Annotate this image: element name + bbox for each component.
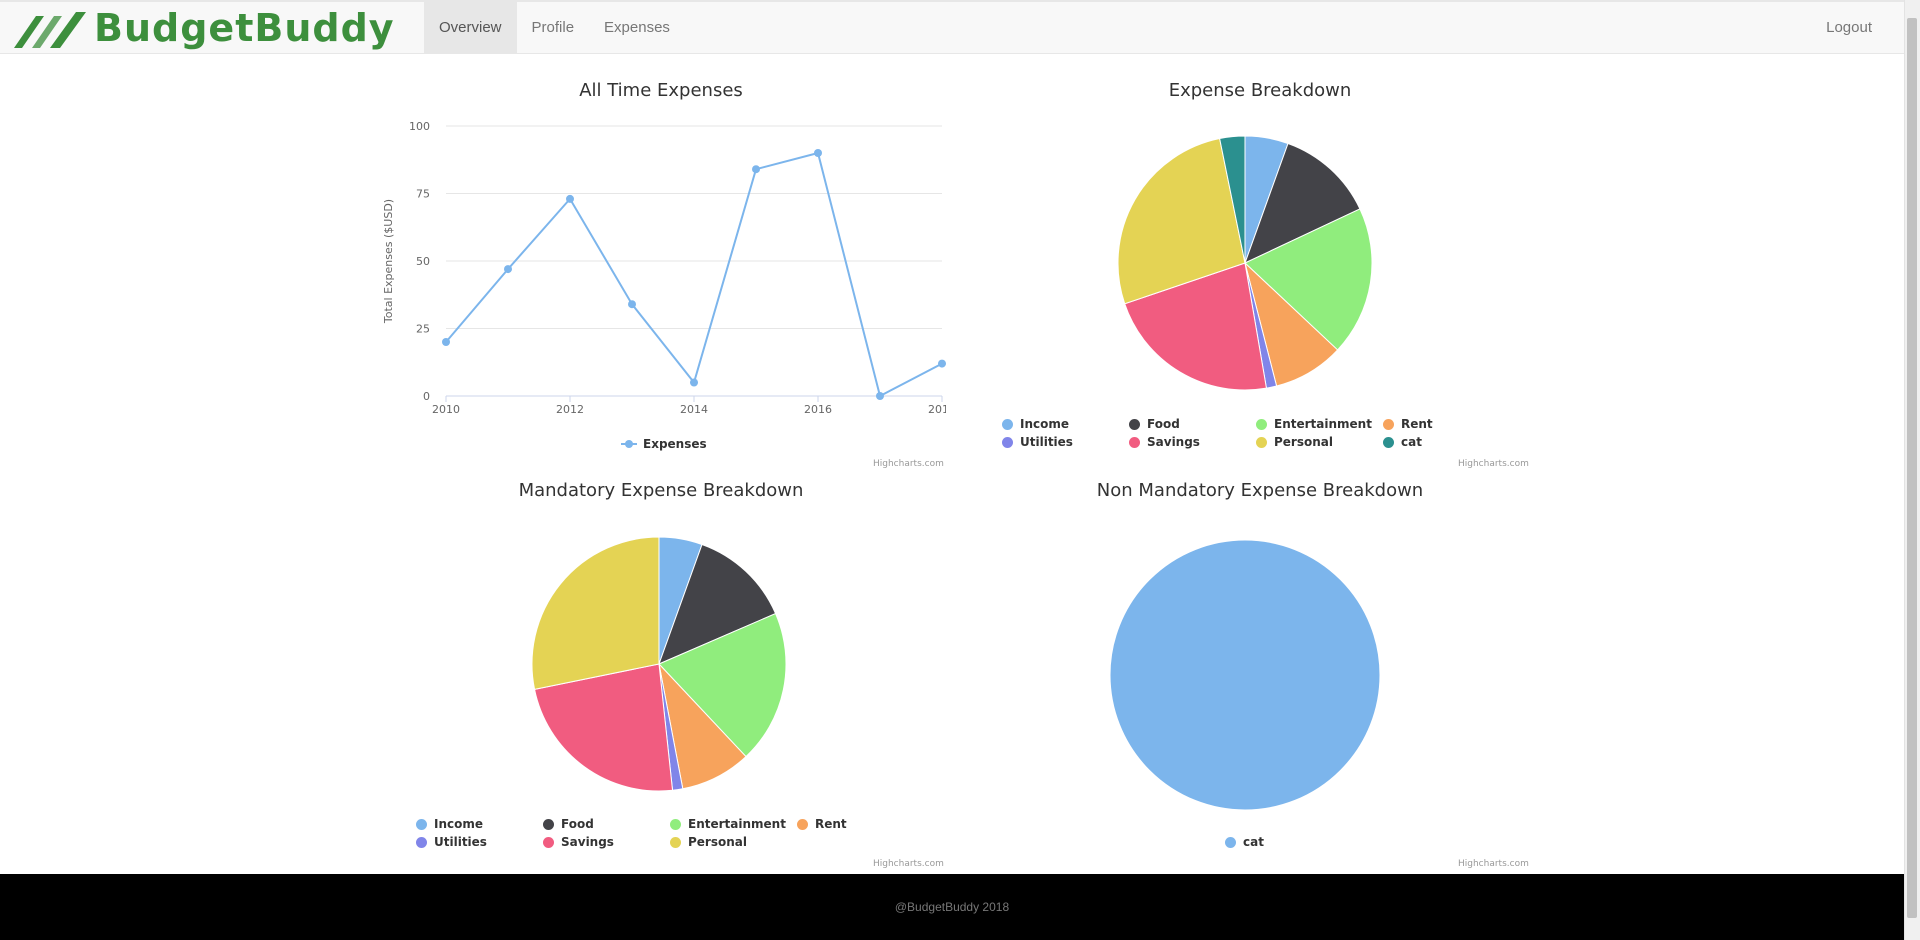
credits-link[interactable]: Highcharts.com (873, 459, 944, 469)
data-point (566, 194, 574, 203)
nav-profile[interactable]: Profile (531, 19, 575, 36)
data-point (628, 300, 636, 309)
pie-slice-entertainment (1244, 208, 1373, 351)
x-tick-label: 2018 (928, 403, 946, 416)
navbar: BudgetBuddy Overview Profile Expenses Lo… (0, 2, 1904, 54)
line-chart-svg: 0 25 50 75 100 2010 2012 2014 2016 2018 Total Expe… (382, 120, 946, 451)
y-tick-label: 25 (416, 323, 430, 336)
y-tick-label: 100 (409, 120, 430, 133)
legend-label: Income (1020, 417, 1070, 431)
chart-title: Non Mandatory Expense Breakdown (1096, 480, 1424, 501)
legend-label: Utilities (1020, 435, 1073, 449)
data-point (876, 392, 884, 400)
legend-label: Income (434, 817, 484, 831)
legend-label: Food (561, 817, 594, 831)
pie-legend: cat (1225, 834, 1345, 854)
legend-marker (1383, 437, 1394, 448)
data-point (938, 359, 946, 368)
legend-marker (1129, 437, 1140, 448)
pie-legend: Income Food Entertainment Rent Utilities Savi… (416, 816, 936, 856)
pie-slice-cat (1219, 135, 1246, 264)
pie-slice-cat (1109, 539, 1381, 811)
pie-slice-personal (531, 536, 660, 690)
data-point (814, 149, 822, 157)
legend-marker (1129, 419, 1140, 430)
y-tick-label: 0 (423, 390, 430, 403)
legend-label: Personal (688, 835, 747, 849)
x-tick-label: 2014 (680, 403, 708, 416)
legend-marker (670, 819, 681, 830)
legend-label: Food (1147, 417, 1180, 431)
legend-marker (416, 819, 427, 830)
scroll-thumb[interactable] (1907, 18, 1917, 918)
credits-link[interactable]: Highcharts.com (1458, 459, 1529, 469)
legend-marker (625, 440, 633, 448)
legend-label: cat (1401, 435, 1422, 449)
logout-link[interactable]: Logout (1826, 19, 1872, 36)
legend-marker (1256, 419, 1267, 430)
legend-marker (797, 819, 808, 830)
nav-expenses[interactable]: Expenses (604, 19, 670, 36)
legend-label: Utilities (434, 835, 487, 849)
expense-breakdown-chart: Expense Breakdown Income Food Entertainmen… (975, 78, 1545, 478)
mandatory-expense-breakdown-chart: Mandatory Expense Breakdown Income Food En… (376, 478, 946, 878)
legend-marker (1002, 419, 1013, 430)
data-point (442, 338, 450, 346)
x-tick-label: 2010 (432, 403, 460, 416)
legend-label: Savings (1147, 435, 1200, 449)
x-tick-label: 2016 (804, 403, 832, 416)
legend-marker (1002, 437, 1013, 448)
legend-label: cat (1243, 835, 1264, 849)
pie-chart-svg (1109, 539, 1381, 811)
footer-text: @BudgetBuddy 2018 (894, 900, 1010, 914)
nav-overview[interactable]: Overview (424, 2, 517, 53)
pie-slice-personal (1117, 138, 1246, 305)
pie-slice-food (1244, 143, 1361, 264)
main-nav: Overview Profile Expenses (424, 2, 685, 53)
footer: @BudgetBuddy 2018 (0, 874, 1904, 940)
top-border (0, 0, 1904, 3)
legend-label: Personal (1274, 435, 1333, 449)
legend-label: Rent (1401, 417, 1433, 431)
brand-logo-icon (14, 12, 86, 48)
non-mandatory-expense-breakdown-chart: Non Mandatory Expense Breakdown cat High… (975, 478, 1545, 878)
pie-slice-savings (1124, 262, 1267, 391)
y-tick-label: 50 (416, 255, 430, 268)
all-time-expenses-chart: All Time Expenses 0 25 50 75 100 2010 2012 2014… (376, 78, 946, 478)
legend-marker (670, 837, 681, 848)
legend-marker (416, 837, 427, 848)
chart-title: Expense Breakdown (1168, 80, 1352, 101)
chart-title: Mandatory Expense Breakdown (518, 480, 804, 501)
pie-slice-savings (534, 663, 674, 792)
pie-chart-svg (1117, 135, 1373, 391)
y-tick-label: 75 (416, 188, 430, 201)
brand-name: BudgetBuddy (94, 6, 395, 50)
pie-slice-entertainment (658, 613, 787, 758)
legend-label: Rent (815, 817, 847, 831)
credits-link[interactable]: Highcharts.com (1458, 859, 1529, 869)
pie-chart-svg (531, 536, 787, 792)
credits-link[interactable]: Highcharts.com (873, 859, 944, 869)
pie-legend: Income Food Entertainment Rent Utilities Savi… (1002, 416, 1522, 456)
legend-marker (543, 837, 554, 848)
legend-label: Expenses (643, 437, 707, 451)
pie-slice-food (658, 544, 777, 665)
legend-marker (1225, 837, 1236, 848)
data-point (752, 165, 760, 174)
brand[interactable]: BudgetBuddy (14, 8, 395, 48)
chart-title: All Time Expenses (579, 80, 743, 101)
legend-label: Entertainment (688, 817, 786, 831)
legend-marker (543, 819, 554, 830)
data-point (504, 265, 512, 274)
legend-marker (1256, 437, 1267, 448)
y-axis-label: Total Expenses ($USD) (382, 199, 395, 324)
series-line (445, 151, 943, 398)
x-tick-label: 2012 (556, 403, 584, 416)
legend-label: Entertainment (1274, 417, 1372, 431)
legend-label: Savings (561, 835, 614, 849)
data-point (690, 378, 698, 387)
page-scrollbar[interactable] (1904, 0, 1920, 940)
legend-marker (1383, 419, 1394, 430)
